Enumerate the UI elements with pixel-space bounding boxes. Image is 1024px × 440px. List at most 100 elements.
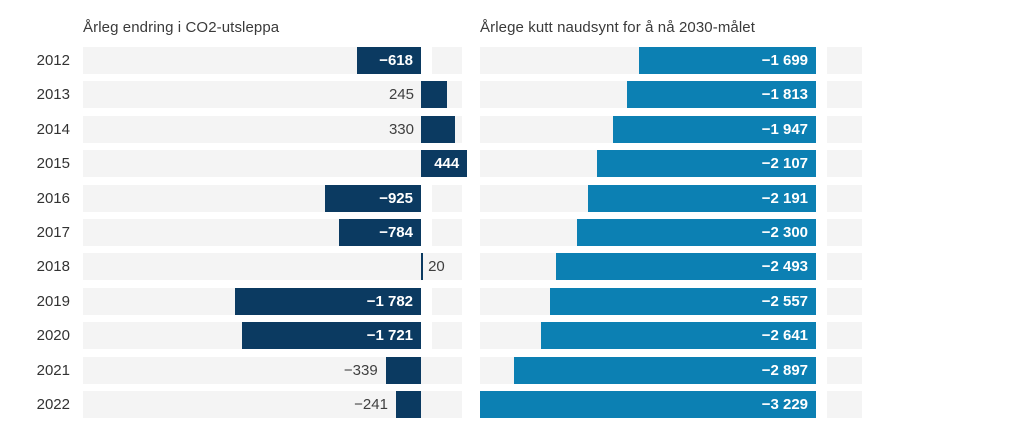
bar [324,184,421,212]
bar-cell: −2 300 [480,218,862,246]
bar [479,390,816,418]
value-label: 330 [388,120,414,138]
panel-gap [462,219,480,246]
panel-gap [462,322,480,349]
zero-axis-gap [421,287,432,315]
value-label: −2 191 [761,189,808,207]
value-label: −2 300 [761,223,808,241]
value-label: 444 [434,155,460,173]
year-label: 2016 [36,189,70,207]
panel-gap [462,116,480,143]
bar-cell: 444 [83,150,468,178]
bar [421,150,468,178]
bar-cell: −339 [83,356,462,384]
zero-axis-gap [816,81,827,109]
table-row: 2015 444 −2 107 [0,150,1024,178]
year-label: 2013 [36,86,70,104]
zero-axis-gap [816,390,827,418]
table-row: 2012 −618 −1 699 [0,47,1024,74]
bar [576,218,816,246]
bar-track [83,81,462,109]
table-row: 2016 −925 −2 191 [0,184,1024,212]
year-label: 2021 [36,361,70,379]
value-label: −2 493 [761,258,808,276]
value-label: −1 699 [761,52,808,69]
bar-cell: 20 [83,253,462,281]
bar [587,184,816,212]
zero-axis-gap [421,218,432,246]
bar [549,287,816,315]
zero-axis-gap [421,47,432,74]
bar-cell: 245 [83,81,462,109]
zero-axis-gap [816,356,827,384]
table-row: 2018 20 −2 493 [0,253,1024,281]
year-label: 2012 [36,52,70,69]
zero-axis-gap [816,218,827,246]
value-label: −925 [379,189,413,207]
value-label: −2 897 [761,361,808,379]
table-row: 2019 −1 782 −2 557 [0,287,1024,315]
year-label: 2018 [36,258,70,276]
bar-cell: −241 [83,390,462,418]
panel-gap [462,253,480,280]
bar [556,253,816,281]
bar [421,81,447,109]
bar [395,390,421,418]
table-row: 2021 −339 −2 897 [0,356,1024,384]
year-label: 2020 [36,327,70,345]
bar [541,322,816,350]
year-label: 2022 [36,395,70,413]
bar-cell: −3 229 [479,390,862,418]
year-label: 2019 [36,292,70,310]
bar [421,253,424,281]
bar [339,218,421,246]
bar-cell: −618 [83,47,462,74]
value-label: −1 947 [761,120,808,138]
value-label: −3 229 [761,395,808,413]
bar-cell: −2 897 [480,356,862,384]
panel-gap [462,47,480,74]
bar-cell: −2 107 [480,150,862,178]
bar-cell: −2 493 [480,253,862,281]
value-label: −784 [379,223,413,241]
table-row: 2022 −241 −3 229 [0,390,1024,418]
value-label: −339 [343,361,378,379]
table-row: 2013 245 −1 813 [0,81,1024,109]
left-chart-title: Årleg endring i CO2-utsleppa [83,19,280,36]
bar [421,115,456,143]
bar-track [83,253,462,281]
bar [514,356,816,384]
chart-rows: 2012 −618 −1 699 2013 245 −1 813 2014 330 −1 947… [0,47,1024,425]
table-row: 2014 330 −1 947 [0,115,1024,143]
bar [627,81,816,109]
value-label: −618 [379,52,413,69]
bar-cell: −2 641 [480,322,862,350]
right-chart-title: Årlege kutt naudsynt for å nå 2030-målet [480,19,755,36]
year-label: 2017 [36,223,70,241]
zero-axis-gap [816,115,827,143]
bar-cell: −1 813 [480,81,862,109]
value-label: −241 [354,395,388,413]
zero-axis-gap [816,47,827,74]
zero-axis-gap [421,184,432,212]
table-row: 2017 −784 −2 300 [0,218,1024,246]
bar [235,287,421,315]
zero-axis-gap [816,253,827,281]
bar-cell: −925 [83,184,462,212]
bar [639,47,816,74]
value-label: −2 107 [761,155,808,173]
value-label: −1 813 [761,86,808,104]
bar [596,150,816,178]
bar-cell: 330 [83,115,462,143]
bar [613,115,816,143]
bar-cell: −784 [83,218,462,246]
value-label: −2 641 [761,327,808,345]
bar-track [83,150,462,178]
bar-cell: −1 947 [480,115,862,143]
bar [241,322,421,350]
bar [385,356,421,384]
panel-gap [462,185,480,212]
value-label: 245 [388,86,414,104]
panel-gap [462,288,480,315]
zero-axis-gap [816,287,827,315]
